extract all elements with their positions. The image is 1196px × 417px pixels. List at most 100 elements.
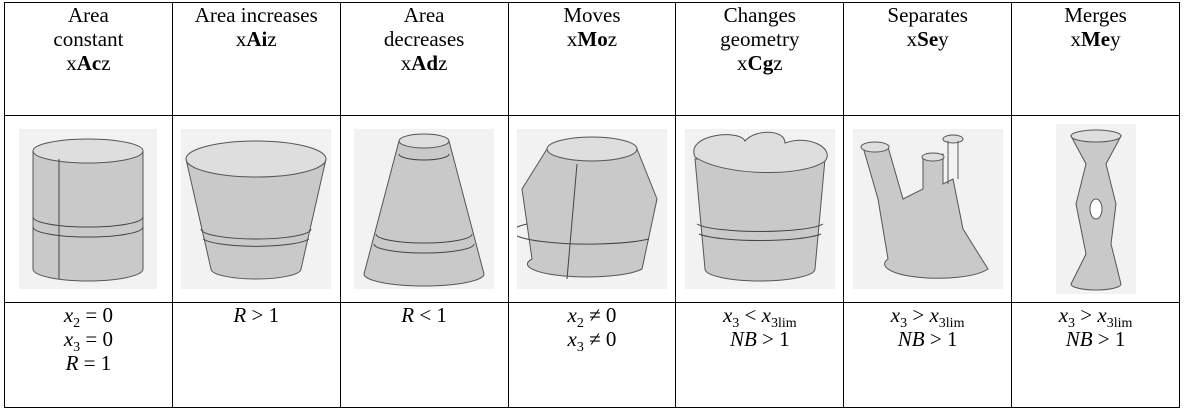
code-prefix: x bbox=[66, 51, 77, 75]
math-variable: x bbox=[567, 327, 577, 351]
code-label: xAdz bbox=[345, 51, 504, 75]
header-label: decreases bbox=[383, 27, 465, 51]
image-cell bbox=[339, 115, 509, 303]
condition-cell: x3 < x3lim NB > 1 bbox=[675, 302, 845, 408]
math-variable: x bbox=[63, 327, 74, 351]
math-subscript: 3 bbox=[1068, 316, 1076, 332]
condition-line: NB > 1 bbox=[848, 327, 1007, 351]
shape-image bbox=[684, 129, 835, 289]
condition-line: NB > 1 bbox=[680, 327, 839, 351]
shape-image bbox=[354, 129, 495, 289]
code-suffix: z bbox=[101, 51, 111, 75]
code-bold: Me bbox=[1080, 27, 1111, 51]
math-operator: < 1 bbox=[414, 303, 447, 327]
image-cell bbox=[675, 115, 845, 303]
code-bold: Cg bbox=[747, 51, 774, 75]
code-prefix: x bbox=[906, 27, 918, 51]
code-suffix: z bbox=[773, 51, 783, 75]
code-suffix: z bbox=[438, 51, 448, 75]
math-subscript: 3lim bbox=[1106, 316, 1133, 332]
code-suffix: y bbox=[1110, 27, 1121, 51]
math-variable: x bbox=[890, 303, 901, 327]
header-label: Area bbox=[68, 3, 109, 27]
math-variable: x bbox=[63, 303, 74, 327]
code-label: xAcz bbox=[9, 51, 168, 75]
condition-cell: x2 ≠ 0 x3 ≠ 0 bbox=[507, 302, 677, 408]
shape-image bbox=[516, 129, 667, 289]
image-cell bbox=[1011, 115, 1180, 303]
condition-line: x2 = 0 bbox=[9, 303, 168, 331]
header-cell: Moves xMoz bbox=[507, 2, 677, 116]
condition-line: R < 1 bbox=[345, 303, 504, 327]
math-subscript: 3 bbox=[73, 340, 81, 356]
math-variable: NB bbox=[1065, 327, 1093, 351]
code-label: xMoz bbox=[513, 27, 672, 51]
header-row: Area constant xAcz Area increases xAiz Area de… bbox=[4, 2, 1180, 116]
math-operator: > 1 bbox=[924, 327, 958, 351]
math-operator: > bbox=[1075, 303, 1098, 327]
math-variable: R bbox=[65, 351, 79, 375]
condition-line: x3 > x3lim bbox=[1016, 303, 1175, 331]
header-label: geometry bbox=[720, 27, 800, 51]
math-operator: > 1 bbox=[756, 327, 790, 351]
header-label: Merges bbox=[1064, 3, 1127, 27]
math-operator: = 1 bbox=[78, 351, 112, 375]
header-label: constant bbox=[53, 27, 124, 51]
condition-line: NB > 1 bbox=[1016, 327, 1175, 351]
math-subscript: 3 bbox=[900, 316, 908, 332]
condition-line: x3 < x3lim bbox=[680, 303, 839, 331]
condition-line: R > 1 bbox=[177, 303, 336, 327]
header-label: Area bbox=[403, 3, 445, 27]
condition-line: x3 > x3lim bbox=[848, 303, 1007, 331]
code-suffix: z bbox=[267, 27, 277, 51]
math-operator: = 0 bbox=[80, 303, 113, 327]
condition-cell: x3 > x3lim NB > 1 bbox=[843, 302, 1013, 408]
math-subscript: 3lim bbox=[938, 316, 965, 332]
math-subscript: 3lim bbox=[770, 316, 797, 332]
math-variable: x bbox=[722, 303, 733, 327]
code-label: xSey bbox=[848, 27, 1007, 51]
condition-line: R = 1 bbox=[9, 351, 168, 375]
math-subscript: 2 bbox=[576, 316, 584, 332]
code-prefix: x bbox=[737, 51, 748, 75]
math-variable: R bbox=[233, 303, 247, 327]
image-cell bbox=[507, 115, 677, 303]
header-cell: Area decreases xAdz bbox=[339, 2, 509, 116]
code-prefix: x bbox=[400, 51, 412, 75]
math-variable: x bbox=[1097, 303, 1107, 327]
math-variable: x bbox=[929, 303, 939, 327]
code-prefix: x bbox=[566, 27, 578, 51]
header-cell: Area increases xAiz bbox=[171, 2, 341, 116]
shape-image bbox=[1055, 124, 1136, 294]
header-cell: Changes geometry xCgz bbox=[675, 2, 845, 116]
code-label: xMey bbox=[1016, 27, 1175, 51]
math-operator: ≠ 0 bbox=[583, 327, 617, 351]
math-operator: ≠ 0 bbox=[583, 303, 617, 327]
code-bold: Mo bbox=[577, 27, 608, 51]
math-subscript: 3 bbox=[576, 340, 584, 356]
condition-line: x2 ≠ 0 bbox=[513, 303, 672, 331]
math-operator: > bbox=[907, 303, 930, 327]
condition-cell: R < 1 bbox=[339, 302, 509, 408]
math-variable: NB bbox=[729, 327, 757, 351]
header-label: Separates bbox=[887, 3, 968, 27]
header-cell: Separates xSey bbox=[843, 2, 1013, 116]
math-variable: x bbox=[567, 303, 577, 327]
math-subscript: 2 bbox=[73, 316, 81, 332]
header-cell: Merges xMey bbox=[1011, 2, 1180, 116]
code-suffix: z bbox=[607, 27, 618, 51]
image-cell bbox=[843, 115, 1013, 303]
math-variable: x bbox=[1058, 303, 1069, 327]
code-prefix: x bbox=[1070, 27, 1081, 51]
code-bold: Ad bbox=[411, 51, 439, 75]
condition-line: x3 = 0 bbox=[9, 327, 168, 355]
code-bold: Se bbox=[917, 27, 939, 51]
code-bold: Ai bbox=[246, 27, 268, 51]
shape-image bbox=[852, 129, 1003, 289]
math-variable: x bbox=[761, 303, 771, 327]
header-label: Changes bbox=[723, 3, 796, 27]
image-cell bbox=[4, 115, 173, 303]
